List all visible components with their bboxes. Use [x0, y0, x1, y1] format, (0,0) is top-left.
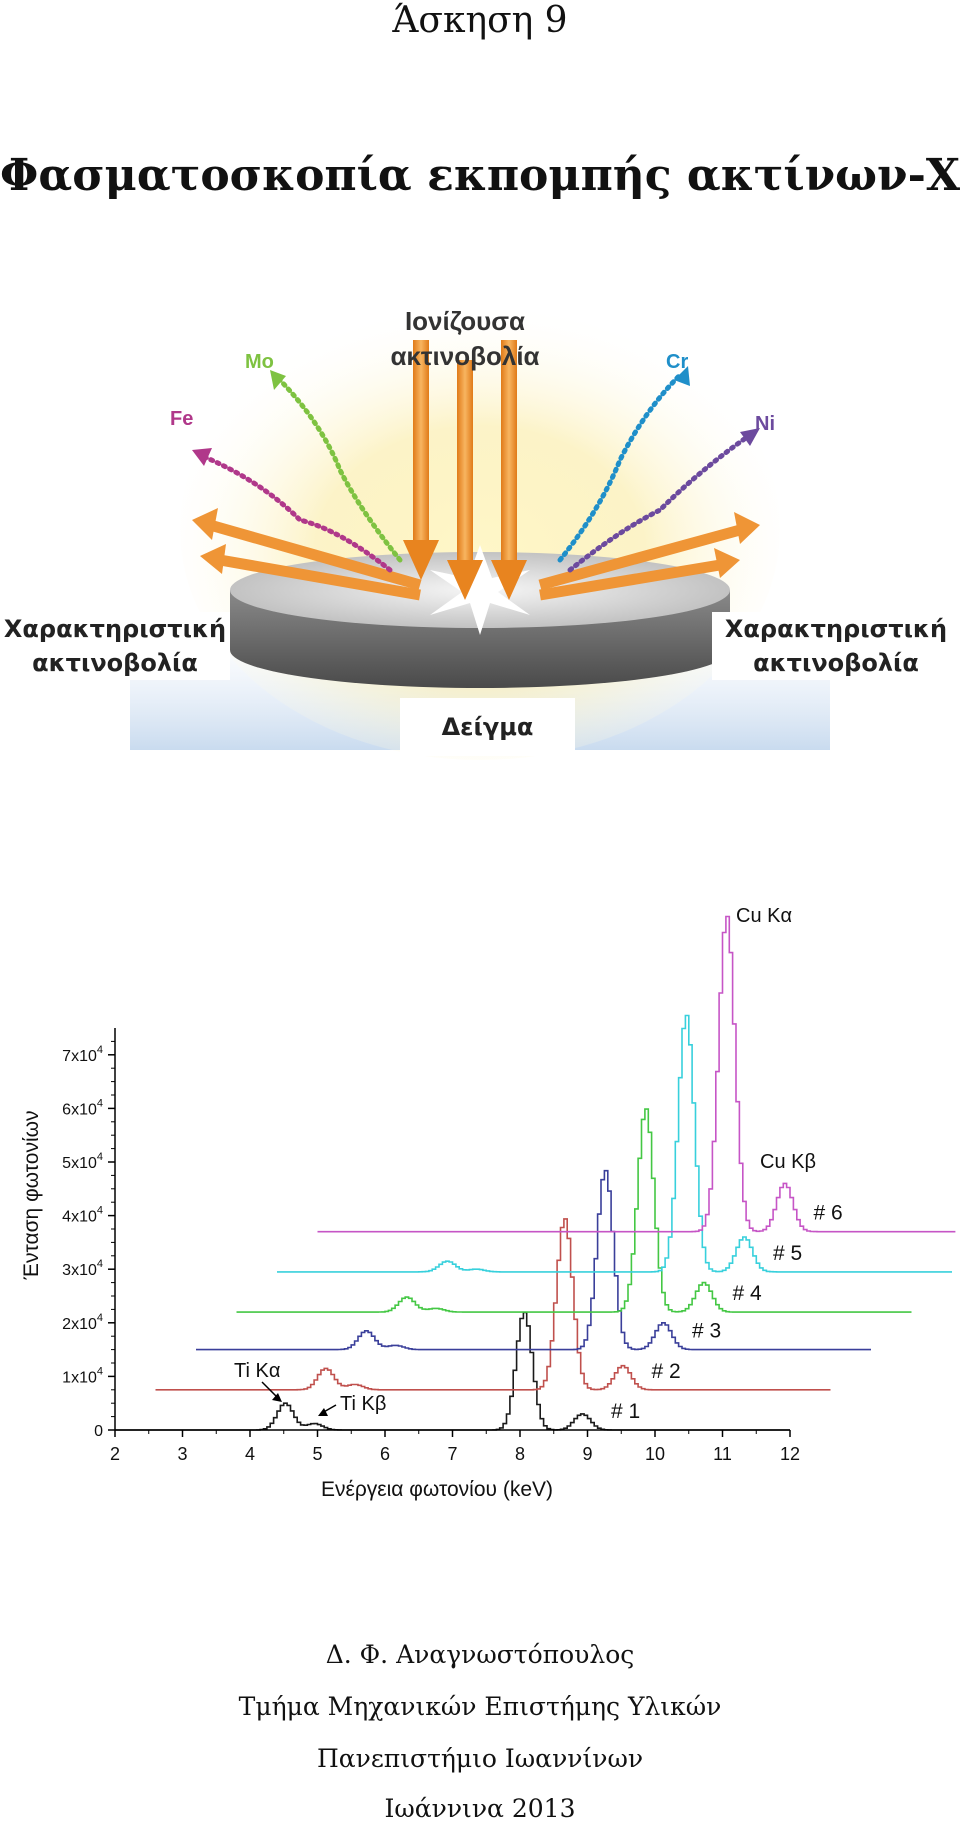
mo-label: Mo	[245, 351, 274, 373]
incoming-beams	[403, 340, 527, 600]
right-char-label: Χαρακτηριστική ακτινοβολία	[712, 612, 960, 680]
x-tick-label: 4	[245, 1444, 255, 1464]
author: Δ. Φ. Αναγνωστόπουλος	[325, 1640, 635, 1669]
fe-label: Fe	[170, 408, 193, 430]
mo-arrowhead	[270, 370, 286, 390]
cu-kb-annotation: Cu Kβ	[760, 1151, 816, 1173]
ti-kb-annotation: Ti Kβ	[340, 1393, 386, 1415]
cr-arrowhead	[674, 366, 690, 386]
y-tick-label: 4x104	[62, 1205, 103, 1226]
series-line-5	[277, 1014, 952, 1273]
ni-arrowhead	[740, 428, 760, 446]
ionizing-label-line2: ακτινοβολία	[390, 341, 539, 371]
y-tick-label: 5x104	[62, 1151, 103, 1172]
series-line-3	[196, 1169, 871, 1351]
fe-arrowhead	[192, 448, 212, 466]
x-tick-label: 2	[110, 1444, 120, 1464]
cu-ka-annotation: Cu Kα	[736, 905, 792, 927]
series-layer	[115, 915, 956, 1431]
document-title: Φασματοσκοπία εκπομπής ακτίνων-Χ	[0, 150, 960, 201]
ionizing-label-line1: Ιονίζουσα	[405, 306, 525, 336]
place-year: Ιωάννινα 2013	[384, 1794, 576, 1823]
ti-ka-arrow	[261, 1381, 279, 1399]
characteristic-arrows	[192, 508, 760, 601]
x-tick-label: 8	[515, 1444, 525, 1464]
ti-ka-annotation: Ti Kα	[234, 1360, 280, 1382]
tick-layer: 2 3 4 5 6 7 8 9 10 11 12 0 1x104 2x104 3x104 4x104 5x104…	[62, 1040, 800, 1464]
series-name-4: # 4	[733, 1282, 763, 1305]
right-char-label-line1: Χαρακτηριστική	[724, 615, 948, 643]
axes-layer	[114, 1028, 790, 1431]
ti-ka-arrowhead	[272, 1393, 282, 1402]
y-tick-label: 3x104	[62, 1258, 103, 1279]
sample-label: Δείγμα	[400, 698, 575, 756]
y-tick-label: 0	[94, 1423, 103, 1440]
x-tick-label: 7	[447, 1444, 457, 1464]
y-tick-label: 6x104	[62, 1097, 103, 1118]
left-char-label: Χαρακτηριστική ακτινοβολία	[0, 612, 230, 680]
ti-kb-arrowhead	[318, 1408, 328, 1416]
left-char-label-line1: Χαρακτηριστική	[3, 615, 227, 643]
xrf-spectrum-chart: 2 3 4 5 6 7 8 9 10 11 12 0 1x104 2x104 3x104 4x104 5x104…	[20, 905, 956, 1501]
series-name-layer: # 1 # 2 # 3 # 4 # 5 # 6	[611, 1202, 843, 1423]
series-line-2	[155, 1218, 831, 1391]
university: Πανεπιστήμιο Ιωαννίνων	[316, 1744, 644, 1773]
series-line-6	[317, 915, 956, 1233]
y-axis-label: Ένταση φωτονίων	[20, 1110, 43, 1280]
series-line-4	[236, 1108, 912, 1313]
cr-label: Cr	[666, 351, 688, 373]
emission-rays	[197, 372, 753, 573]
series-name-5: # 5	[773, 1242, 802, 1265]
x-axis-label: Ενέργεια φωτονίου (keV)	[321, 1478, 553, 1501]
x-tick-label: 10	[645, 1444, 665, 1464]
xrf-illustration: Fe Mo Cr Ni Ιονίζουσα ακτινοβολία	[130, 300, 830, 760]
exercise-number: Άσκηση 9	[392, 0, 568, 41]
y-tick-label: 2x104	[62, 1312, 103, 1333]
y-tick-label: 7x104	[62, 1044, 103, 1065]
right-char-label-line2: ακτινοβολία	[753, 649, 919, 677]
x-tick-label: 11	[713, 1444, 732, 1464]
ni-label: Ni	[755, 413, 775, 435]
series-name-6: # 6	[814, 1202, 843, 1225]
left-char-label-line2: ακτινοβολία	[32, 649, 198, 677]
y-tick-label: 1x104	[62, 1365, 103, 1386]
x-tick-label: 5	[312, 1444, 322, 1464]
series-name-2: # 2	[652, 1360, 681, 1383]
x-tick-label: 6	[380, 1444, 390, 1464]
x-tick-label: 3	[177, 1444, 187, 1464]
x-tick-label: 12	[780, 1444, 800, 1464]
x-tick-label: 9	[582, 1444, 592, 1464]
series-name-3: # 3	[692, 1320, 721, 1343]
series-name-1: # 1	[611, 1400, 640, 1423]
series-line-1	[115, 1311, 790, 1431]
department: Τμήμα Μηχανικών Επιστήμης Υλικών	[238, 1692, 722, 1721]
